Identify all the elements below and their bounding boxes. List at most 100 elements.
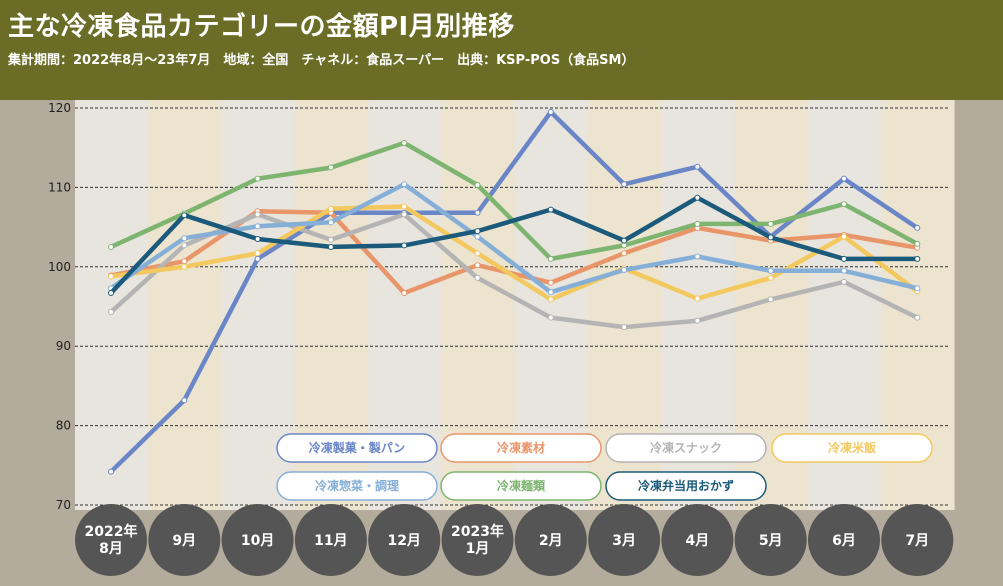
data-point (327, 205, 334, 212)
legend-label: 冷凍麺類 (497, 478, 546, 493)
data-point (841, 255, 847, 262)
legend-item: 冷凍スナック (605, 433, 767, 463)
month-text: 10月 (241, 533, 274, 549)
data-point (108, 309, 114, 316)
month-text: 1月 (466, 541, 490, 557)
data-point (841, 233, 847, 240)
data-point (694, 194, 701, 201)
y-tick-label: 90 (56, 339, 71, 353)
line-chart: 70 80 90 100 110 120 冷凍製菓・製パン 冷凍素材 冷凍スナック 冷凍米飯冷凍… (48, 100, 955, 576)
month-label: 9月 (148, 504, 221, 576)
data-point (767, 267, 774, 274)
y-tick-label: 120 (48, 101, 71, 115)
data-point (327, 219, 334, 226)
gridlines (75, 107, 948, 506)
data-point (181, 263, 188, 270)
data-point (108, 290, 114, 297)
month-band (75, 100, 149, 510)
data-point (474, 262, 481, 269)
data-point (767, 296, 774, 303)
data-point (841, 175, 847, 182)
legend-pill (771, 433, 933, 463)
data-point (547, 255, 554, 262)
data-point (401, 139, 408, 146)
series-lines (108, 108, 921, 475)
data-point (621, 266, 628, 273)
data-point (254, 211, 261, 218)
data-point (474, 209, 481, 216)
data-point (914, 255, 921, 262)
data-point (621, 250, 628, 257)
month-text: 5月 (759, 533, 783, 549)
data-point (621, 242, 628, 249)
month-circle (808, 504, 880, 576)
month-label: 2月 (514, 504, 587, 576)
month-text: 11月 (314, 533, 347, 549)
data-point (474, 274, 481, 281)
month-label: 5月 (734, 504, 807, 576)
data-point (547, 108, 554, 115)
month-text: 2023年 (451, 523, 504, 540)
month-text: 2月 (539, 533, 563, 549)
month-label: 3月 (588, 504, 661, 576)
month-label: 12月 (368, 504, 441, 576)
legend-pill (605, 471, 767, 501)
month-band (148, 100, 222, 510)
month-label: 7月 (881, 504, 954, 576)
data-point (914, 240, 921, 247)
data-point (108, 243, 114, 250)
data-point (547, 289, 554, 296)
y-tick-label: 80 (56, 419, 71, 433)
legend-label: 冷凍弁当用おかず (638, 478, 734, 493)
legend-pill (276, 471, 438, 501)
data-point (181, 235, 188, 242)
legend-pill (276, 433, 438, 463)
series-line (108, 109, 920, 474)
data-point (254, 175, 261, 182)
month-circle (734, 504, 807, 576)
y-tick-label: 70 (56, 498, 71, 512)
month-label: 2022年8月 (75, 504, 147, 576)
month-circle (514, 504, 587, 576)
month-text: 7月 (905, 533, 929, 549)
chart-title: 主な冷凍食品カテゴリーの金額PI月別推移 (8, 12, 515, 42)
y-axis-ticks: 70 80 90 100 110 120 (48, 101, 71, 512)
data-point (767, 234, 774, 241)
month-text: 12月 (387, 533, 420, 549)
legend-item: 冷凍麺類 (440, 471, 602, 501)
series-line (108, 212, 920, 330)
month-text: 6月 (832, 533, 856, 549)
legend-pill (440, 471, 602, 501)
data-point (254, 255, 261, 262)
data-point (767, 274, 774, 281)
data-point (621, 324, 628, 331)
month-label: 11月 (294, 504, 367, 576)
data-point (547, 206, 554, 213)
month-circle (441, 504, 514, 576)
data-point (694, 163, 701, 170)
series-line (108, 195, 920, 296)
data-point (108, 273, 114, 280)
data-point (401, 211, 408, 218)
legend-pill (440, 433, 602, 463)
data-point (694, 295, 701, 302)
data-point (694, 220, 701, 227)
data-point (401, 290, 408, 297)
legend-item: 冷凍素材 (440, 433, 602, 463)
data-point (547, 314, 554, 321)
month-circle (881, 504, 954, 576)
data-point (694, 253, 701, 260)
month-circle (294, 504, 367, 576)
data-point (474, 182, 481, 189)
data-point (181, 397, 188, 404)
legend-label: 冷凍製菓・製パン (309, 440, 406, 455)
data-point (474, 228, 481, 235)
data-point (474, 233, 481, 240)
chart-subtitle: 集計期間：2022年8月～23年7月 地域：全国 チャネル：食品スーパー 出典：… (8, 53, 635, 68)
data-point (181, 258, 188, 265)
data-point (254, 236, 261, 243)
data-point (841, 278, 847, 285)
legend-label: 冷凍スナック (650, 440, 722, 455)
